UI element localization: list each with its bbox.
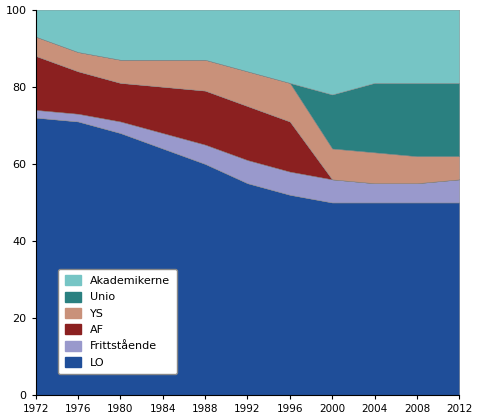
Legend: Akademikerne, Unio, YS, AF, Frittstående, LO: Akademikerne, Unio, YS, AF, Frittstående…	[58, 269, 177, 374]
